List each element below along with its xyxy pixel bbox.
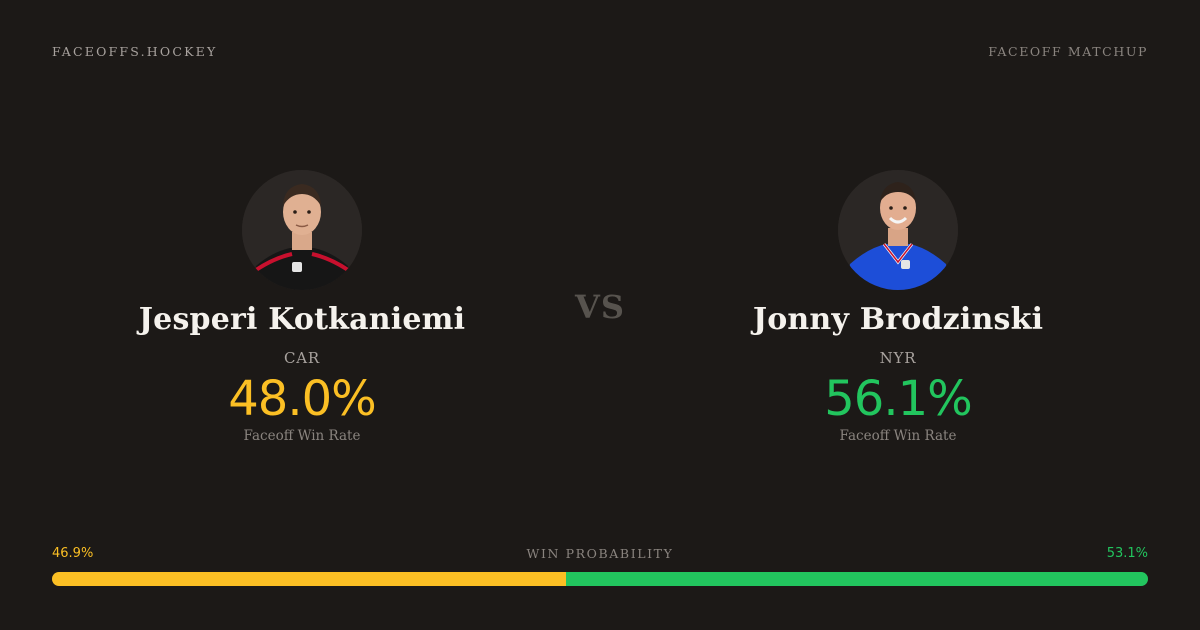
player-right-team: NYR: [879, 349, 917, 367]
player-left-faceoff-rate: 48.0%: [228, 371, 376, 427]
win-probability-title: WIN PROBABILITY: [526, 546, 674, 561]
player-right: Jonny Brodzinski NYR 56.1% Faceoff Win R…: [688, 170, 1108, 444]
win-probability-right-value: 53.1%: [1106, 546, 1148, 561]
player-left-team: CAR: [283, 349, 320, 367]
win-probability-bar: [52, 572, 1148, 586]
player-right-headshot-icon: [838, 170, 958, 290]
brand-logo-text[interactable]: FACEOFFS.HOCKEY: [52, 44, 218, 59]
player-right-name[interactable]: Jonny Brodzinski: [752, 302, 1044, 337]
player-left-headshot-icon: [242, 170, 362, 290]
player-left: Jesperi Kotkaniemi CAR 48.0% Faceoff Win…: [92, 170, 512, 444]
win-probability-bar-left: [52, 572, 567, 586]
player-left-avatar: [242, 170, 362, 290]
player-right-rate-label: Faceoff Win Rate: [839, 427, 957, 444]
player-right-faceoff-rate: 56.1%: [824, 371, 972, 427]
player-right-avatar: [838, 170, 958, 290]
player-left-name[interactable]: Jesperi Kotkaniemi: [138, 302, 466, 337]
win-probability-bar-right: [566, 572, 1148, 586]
page-tag: FACEOFF MATCHUP: [988, 44, 1148, 59]
versus-label: VS: [575, 288, 625, 326]
player-left-rate-label: Faceoff Win Rate: [243, 427, 361, 444]
win-probability-left-value: 46.9%: [52, 546, 94, 561]
